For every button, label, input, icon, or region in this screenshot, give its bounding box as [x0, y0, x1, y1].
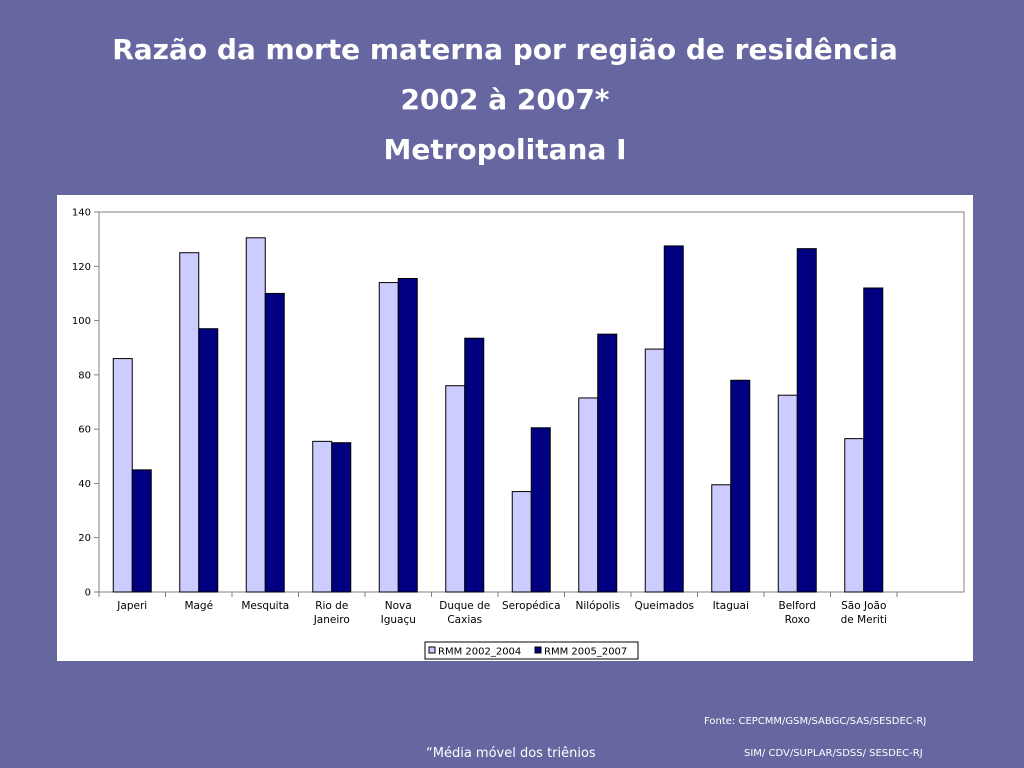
- x-tick-label: Belford: [779, 600, 817, 612]
- x-tick-label: Mesquita: [241, 600, 289, 612]
- x-tick-label: Rio de: [315, 600, 348, 612]
- legend-swatch-2005-2007: [534, 646, 542, 654]
- x-tick-label: Roxo: [785, 614, 810, 626]
- bar-rmm-2005-2007: [730, 379, 751, 593]
- x-tick-label: Duque de: [439, 600, 490, 612]
- bar-rmm-2002-2004: [445, 385, 466, 593]
- bar-rmm-2005-2007: [397, 278, 418, 593]
- y-tick-label: 100: [72, 316, 91, 327]
- bar-rmm-2002-2004: [711, 484, 732, 593]
- x-tick-label: Janeiro: [313, 614, 350, 626]
- bar-rmm-2005-2007: [264, 292, 285, 593]
- x-tick-label: São João: [841, 600, 886, 612]
- source-note-2: SIM/ CDV/SUPLAR/SDSS/ SESDEC-RJ: [744, 748, 923, 759]
- bar-chart: 0 20 40 60 80 100 120 140 Japeri Magé Mesquita Rio …: [72, 208, 965, 660]
- bar-rmm-2005-2007: [131, 469, 152, 593]
- legend: [424, 641, 639, 660]
- y-tick-label: 20: [78, 533, 91, 544]
- bar-rmm-2002-2004: [179, 252, 200, 593]
- bar-rmm-2005-2007: [663, 245, 684, 593]
- x-tick-label: Caxias: [447, 614, 482, 626]
- source-note: Fonte: CEPCMM/GSM/SABGC/SAS/SESDEC-RJ: [704, 716, 927, 727]
- bar-rmm-2005-2007: [331, 442, 352, 593]
- y-tick-label: 80: [78, 370, 91, 381]
- x-tick-label: de Meriti: [841, 614, 887, 626]
- bar-rmm-2002-2004: [844, 438, 865, 593]
- x-tick-label: Nova: [385, 600, 412, 612]
- x-tick-label: Magé: [184, 600, 213, 612]
- bar-rmm-2002-2004: [511, 491, 532, 593]
- bar-rmm-2005-2007: [796, 248, 817, 593]
- y-tick-label: 60: [78, 425, 91, 436]
- x-tick-label: Iguaçu: [381, 614, 416, 626]
- bar-rmm-2002-2004: [644, 348, 665, 593]
- y-tick-label: 40: [78, 479, 91, 490]
- x-tick-label: Queimados: [634, 600, 694, 612]
- bar-rmm-2002-2004: [312, 440, 333, 593]
- bar-rmm-2002-2004: [378, 282, 399, 593]
- x-tick-label: Itaguai: [713, 600, 749, 612]
- legend-label-2002-2004: RMM 2002_2004: [438, 647, 521, 658]
- footnote: “Média móvel dos triênios: [426, 746, 596, 761]
- bar-rmm-2005-2007: [464, 337, 485, 593]
- legend-swatch-2002-2004: [428, 646, 436, 654]
- x-tick-label: Nilópolis: [575, 600, 620, 612]
- bar-rmm-2002-2004: [112, 358, 133, 593]
- legend-label-2005-2007: RMM 2005_2007: [544, 647, 627, 658]
- chart-subtitle-region: Metropolitana I: [383, 133, 627, 166]
- bar-rmm-2005-2007: [530, 427, 551, 593]
- y-tick-label: 140: [72, 208, 91, 219]
- bar-rmm-2002-2004: [777, 394, 798, 593]
- x-tick-label: Japeri: [116, 600, 147, 612]
- x-tick-label: Seropédica: [502, 600, 561, 612]
- chart-panel: 0 20 40 60 80 100 120 140 Japeri Magé Mesquita Rio …: [57, 195, 973, 661]
- chart-subtitle-years: 2002 à 2007*: [400, 83, 610, 116]
- y-tick-label: 0: [85, 588, 91, 599]
- y-tick-label: 120: [72, 262, 91, 273]
- bar-rmm-2005-2007: [863, 287, 884, 593]
- chart-title: Razão da morte materna por região de res…: [112, 33, 898, 66]
- bar-rmm-2005-2007: [597, 333, 618, 593]
- bar-rmm-2005-2007: [198, 328, 219, 593]
- bar-rmm-2002-2004: [245, 237, 266, 593]
- bar-rmm-2002-2004: [578, 397, 599, 593]
